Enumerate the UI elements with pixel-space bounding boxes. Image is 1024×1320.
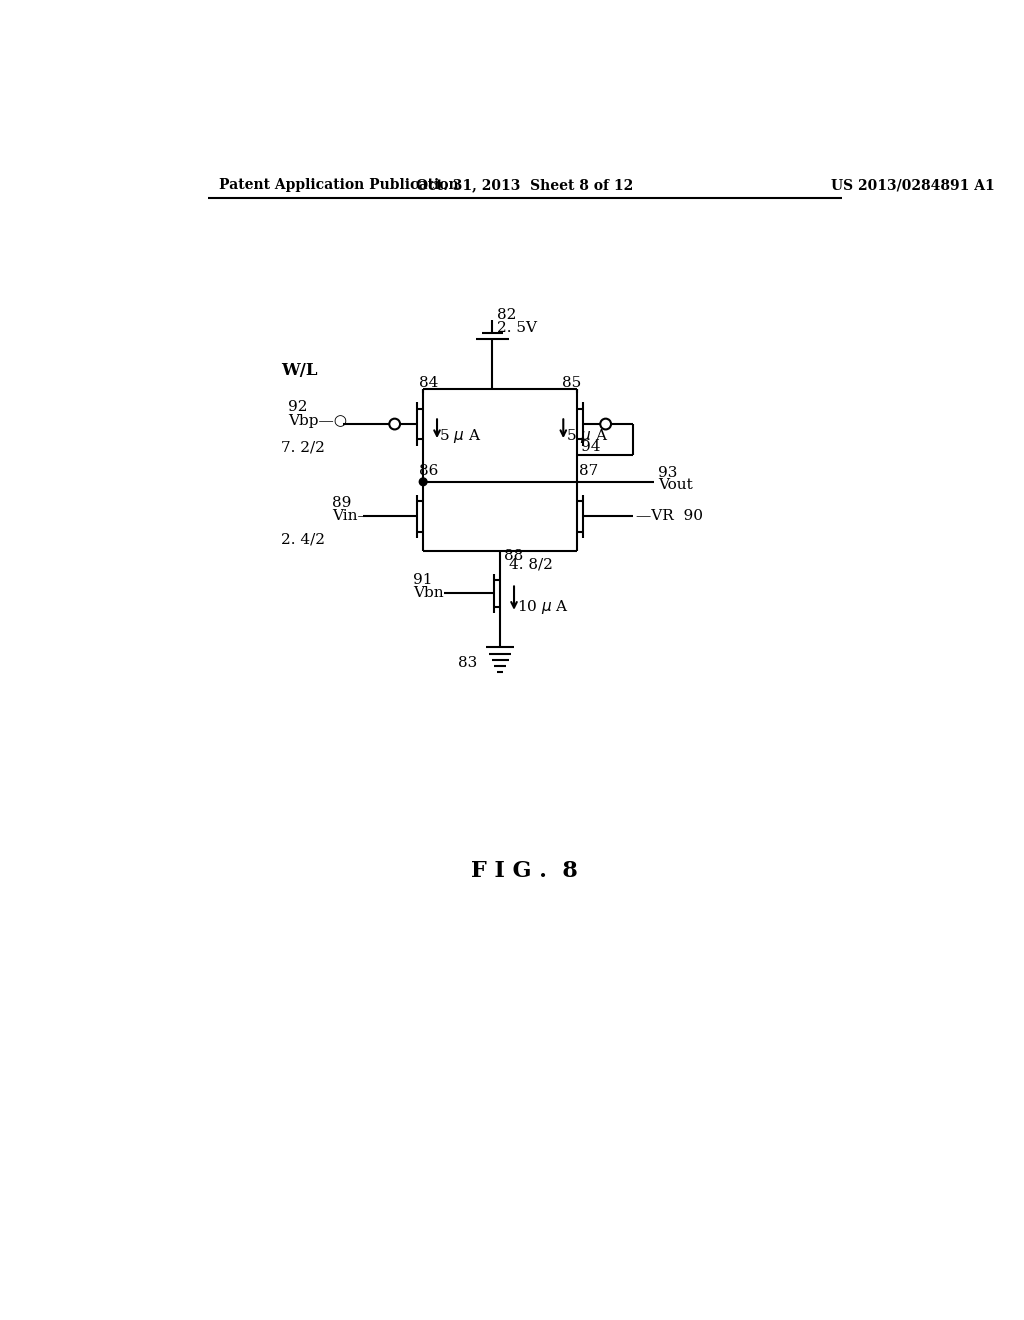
Text: Vin—: Vin— (333, 510, 373, 524)
Text: 85: 85 (562, 376, 581, 391)
Text: 87: 87 (579, 465, 598, 478)
Text: Oct. 31, 2013  Sheet 8 of 12: Oct. 31, 2013 Sheet 8 of 12 (416, 178, 634, 193)
Text: 10 $\mu$ A: 10 $\mu$ A (517, 598, 569, 615)
Text: US 2013/0284891 A1: US 2013/0284891 A1 (831, 178, 995, 193)
Text: 89: 89 (333, 495, 351, 510)
Text: 83: 83 (458, 656, 477, 669)
Text: 86: 86 (419, 465, 438, 478)
Text: Patent Application Publication: Patent Application Publication (219, 178, 459, 193)
Text: 5 $\mu$ A: 5 $\mu$ A (565, 426, 608, 445)
Text: 5 $\mu$ A: 5 $\mu$ A (439, 426, 481, 445)
Text: 7. 2/2: 7. 2/2 (281, 440, 325, 454)
Text: Vbn—: Vbn— (413, 586, 459, 601)
Circle shape (389, 418, 400, 429)
Text: 88: 88 (504, 549, 523, 562)
Circle shape (419, 478, 427, 486)
Text: 94: 94 (581, 440, 600, 454)
Text: 2. 4/2: 2. 4/2 (281, 532, 325, 546)
Text: 91: 91 (413, 573, 433, 586)
Text: —VR  90: —VR 90 (636, 510, 702, 524)
Text: 4. 8/2: 4. 8/2 (509, 558, 553, 572)
Text: F I G .  8: F I G . 8 (471, 859, 579, 882)
Circle shape (600, 418, 611, 429)
Text: 84: 84 (419, 376, 438, 391)
Text: 2. 5V: 2. 5V (497, 321, 537, 335)
Text: 92: 92 (289, 400, 308, 414)
Text: 82: 82 (497, 308, 516, 322)
Text: Vout: Vout (658, 478, 693, 492)
Text: 93: 93 (658, 466, 678, 479)
Text: W/L: W/L (281, 362, 317, 379)
Text: Vbp—○: Vbp—○ (289, 414, 347, 428)
